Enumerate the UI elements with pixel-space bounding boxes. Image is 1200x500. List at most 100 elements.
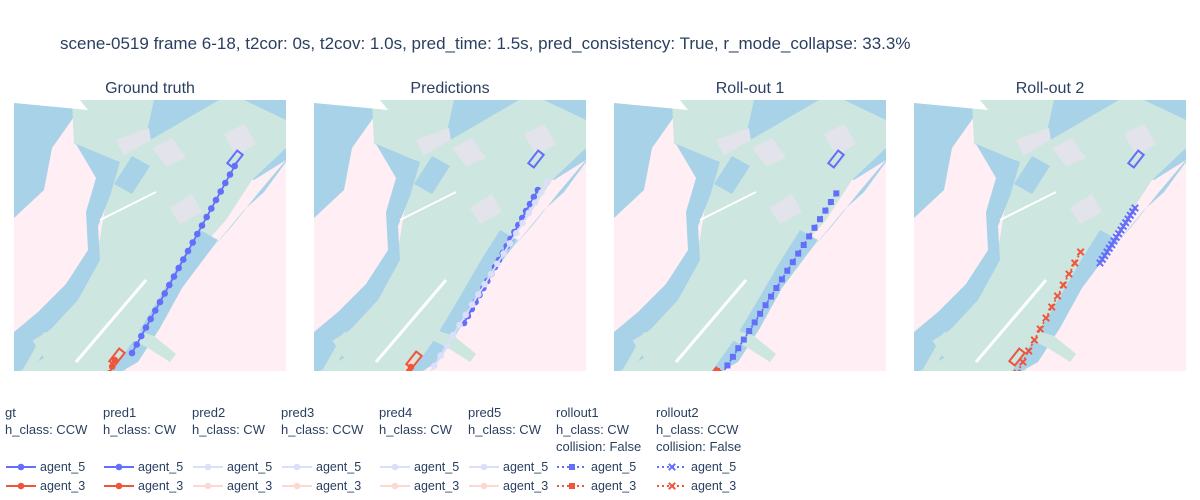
map-walkway [509, 160, 586, 252]
map-plot[interactable] [314, 100, 586, 371]
map-walkway [914, 144, 1020, 352]
legend-group-subtitle: h_class: CCW [5, 422, 88, 437]
point-agent-3 [1030, 336, 1039, 344]
point-agent-5 [795, 250, 802, 257]
map-plot[interactable] [614, 100, 886, 371]
point-agent-5 [226, 171, 234, 178]
legend-group-subtitle: h_class: CW [192, 422, 265, 437]
legend-marker [668, 463, 676, 471]
panel-title: Predictions [410, 80, 490, 97]
map-walkway [714, 156, 750, 194]
map-walkway [414, 156, 450, 194]
map-lane [314, 100, 586, 371]
map-crosswalk [452, 138, 486, 166]
legend-item-label: agent_5 [691, 460, 737, 474]
map-lane [614, 100, 886, 371]
map-walkway [1109, 160, 1186, 252]
point-agent-5 [530, 193, 538, 201]
legend-marker [293, 482, 301, 490]
point-agent-3 [1059, 281, 1068, 289]
map-crosswalk [752, 138, 786, 166]
legend-item-label: agent_3 [40, 479, 86, 493]
map-divider [374, 279, 448, 363]
legend-item-label: agent_5 [591, 460, 637, 474]
point-agent-5 [203, 213, 210, 221]
point-agent-5 [817, 216, 823, 223]
point-agent-3 [1065, 270, 1073, 278]
legend-group-pred2: pred2 h_class: CW agent_5 agent_3 [192, 404, 272, 493]
map-divider [614, 100, 688, 110]
legend-marker [17, 482, 25, 490]
map-crosswalk [824, 124, 856, 156]
legend-item-label: agent_5 [40, 460, 86, 474]
point-agent-5 [449, 331, 457, 339]
vehicle-box-agent-5 [1126, 149, 1146, 169]
panel-ground-truth: Ground truth [14, 80, 286, 371]
point-agent-5 [481, 280, 488, 288]
point-agent-5 [189, 239, 196, 246]
legend-item-label: agent_3 [414, 479, 460, 493]
point-agent-5 [431, 362, 438, 370]
map-divider [974, 279, 1048, 363]
point-agent-5 [506, 240, 514, 247]
point-agent-5 [740, 336, 747, 343]
legend-item-label: agent_3 [591, 479, 637, 493]
map-divider [699, 191, 757, 221]
map-crosswalk [170, 194, 202, 224]
map-divider [14, 100, 88, 110]
point-agent-5 [184, 247, 192, 255]
legend-marker [17, 463, 25, 471]
point-agent-3 [1018, 358, 1027, 366]
map-plot[interactable] [14, 100, 286, 371]
map-walkway [1014, 156, 1050, 194]
legend-group-title: pred5 [468, 405, 502, 420]
map-lane [622, 332, 654, 371]
map-divider [399, 191, 457, 221]
figure-title: scene-0519 frame 6-18, t2cor: 0s, t2cov:… [60, 34, 911, 53]
legend-marker [204, 463, 212, 471]
legend-item-label: agent_3 [227, 479, 273, 493]
point-agent-5 [222, 179, 229, 187]
map-divider [999, 191, 1057, 221]
legend-item-label: agent_3 [503, 479, 549, 493]
map-lane [1032, 330, 1076, 362]
point-agent-3 [1042, 314, 1050, 322]
panel-title: Ground truth [105, 80, 195, 97]
point-agent-5 [494, 260, 501, 268]
point-agent-5 [462, 311, 470, 319]
map-crosswalk [224, 124, 256, 156]
map-crosswalk [770, 194, 802, 224]
point-agent-5 [784, 267, 791, 274]
legend-group-pred5: pred5 h_class: CW agent_5 agent_3 [468, 404, 548, 493]
point-agent-5 [156, 298, 164, 306]
legend-item-label: agent_3 [691, 479, 737, 493]
point-agent-5 [827, 199, 834, 205]
legend-marker [204, 482, 212, 490]
map-plot[interactable] [914, 100, 1186, 371]
point-agent-5 [500, 250, 507, 257]
point-agent-5 [800, 242, 807, 248]
point-agent-3 [1070, 259, 1079, 267]
point-agent-5 [806, 233, 813, 240]
point-agent-5 [208, 205, 215, 212]
point-agent-5 [538, 189, 545, 196]
point-agent-5 [1131, 204, 1139, 212]
point-agent-3 [1013, 369, 1022, 371]
point-agent-5 [194, 230, 201, 238]
point-agent-5 [437, 352, 444, 359]
map-walkway [614, 100, 676, 218]
map-lane [432, 330, 476, 362]
legend-group-subtitle: h_class: CW [556, 422, 629, 437]
point-agent-5 [142, 324, 150, 331]
legend-item-label: agent_5 [316, 460, 362, 474]
point-agent-3 [1024, 347, 1033, 355]
point-agent-5 [833, 190, 840, 197]
point-agent-5 [212, 196, 220, 204]
legend-group-title: pred4 [379, 405, 413, 420]
legend-group-subtitle: h_class: CW [103, 422, 176, 437]
vehicle-box-agent-5 [225, 149, 245, 169]
map-lane [922, 332, 954, 371]
point-agent-5 [128, 349, 136, 357]
legend-marker [480, 482, 488, 490]
legend-marker [115, 482, 123, 490]
